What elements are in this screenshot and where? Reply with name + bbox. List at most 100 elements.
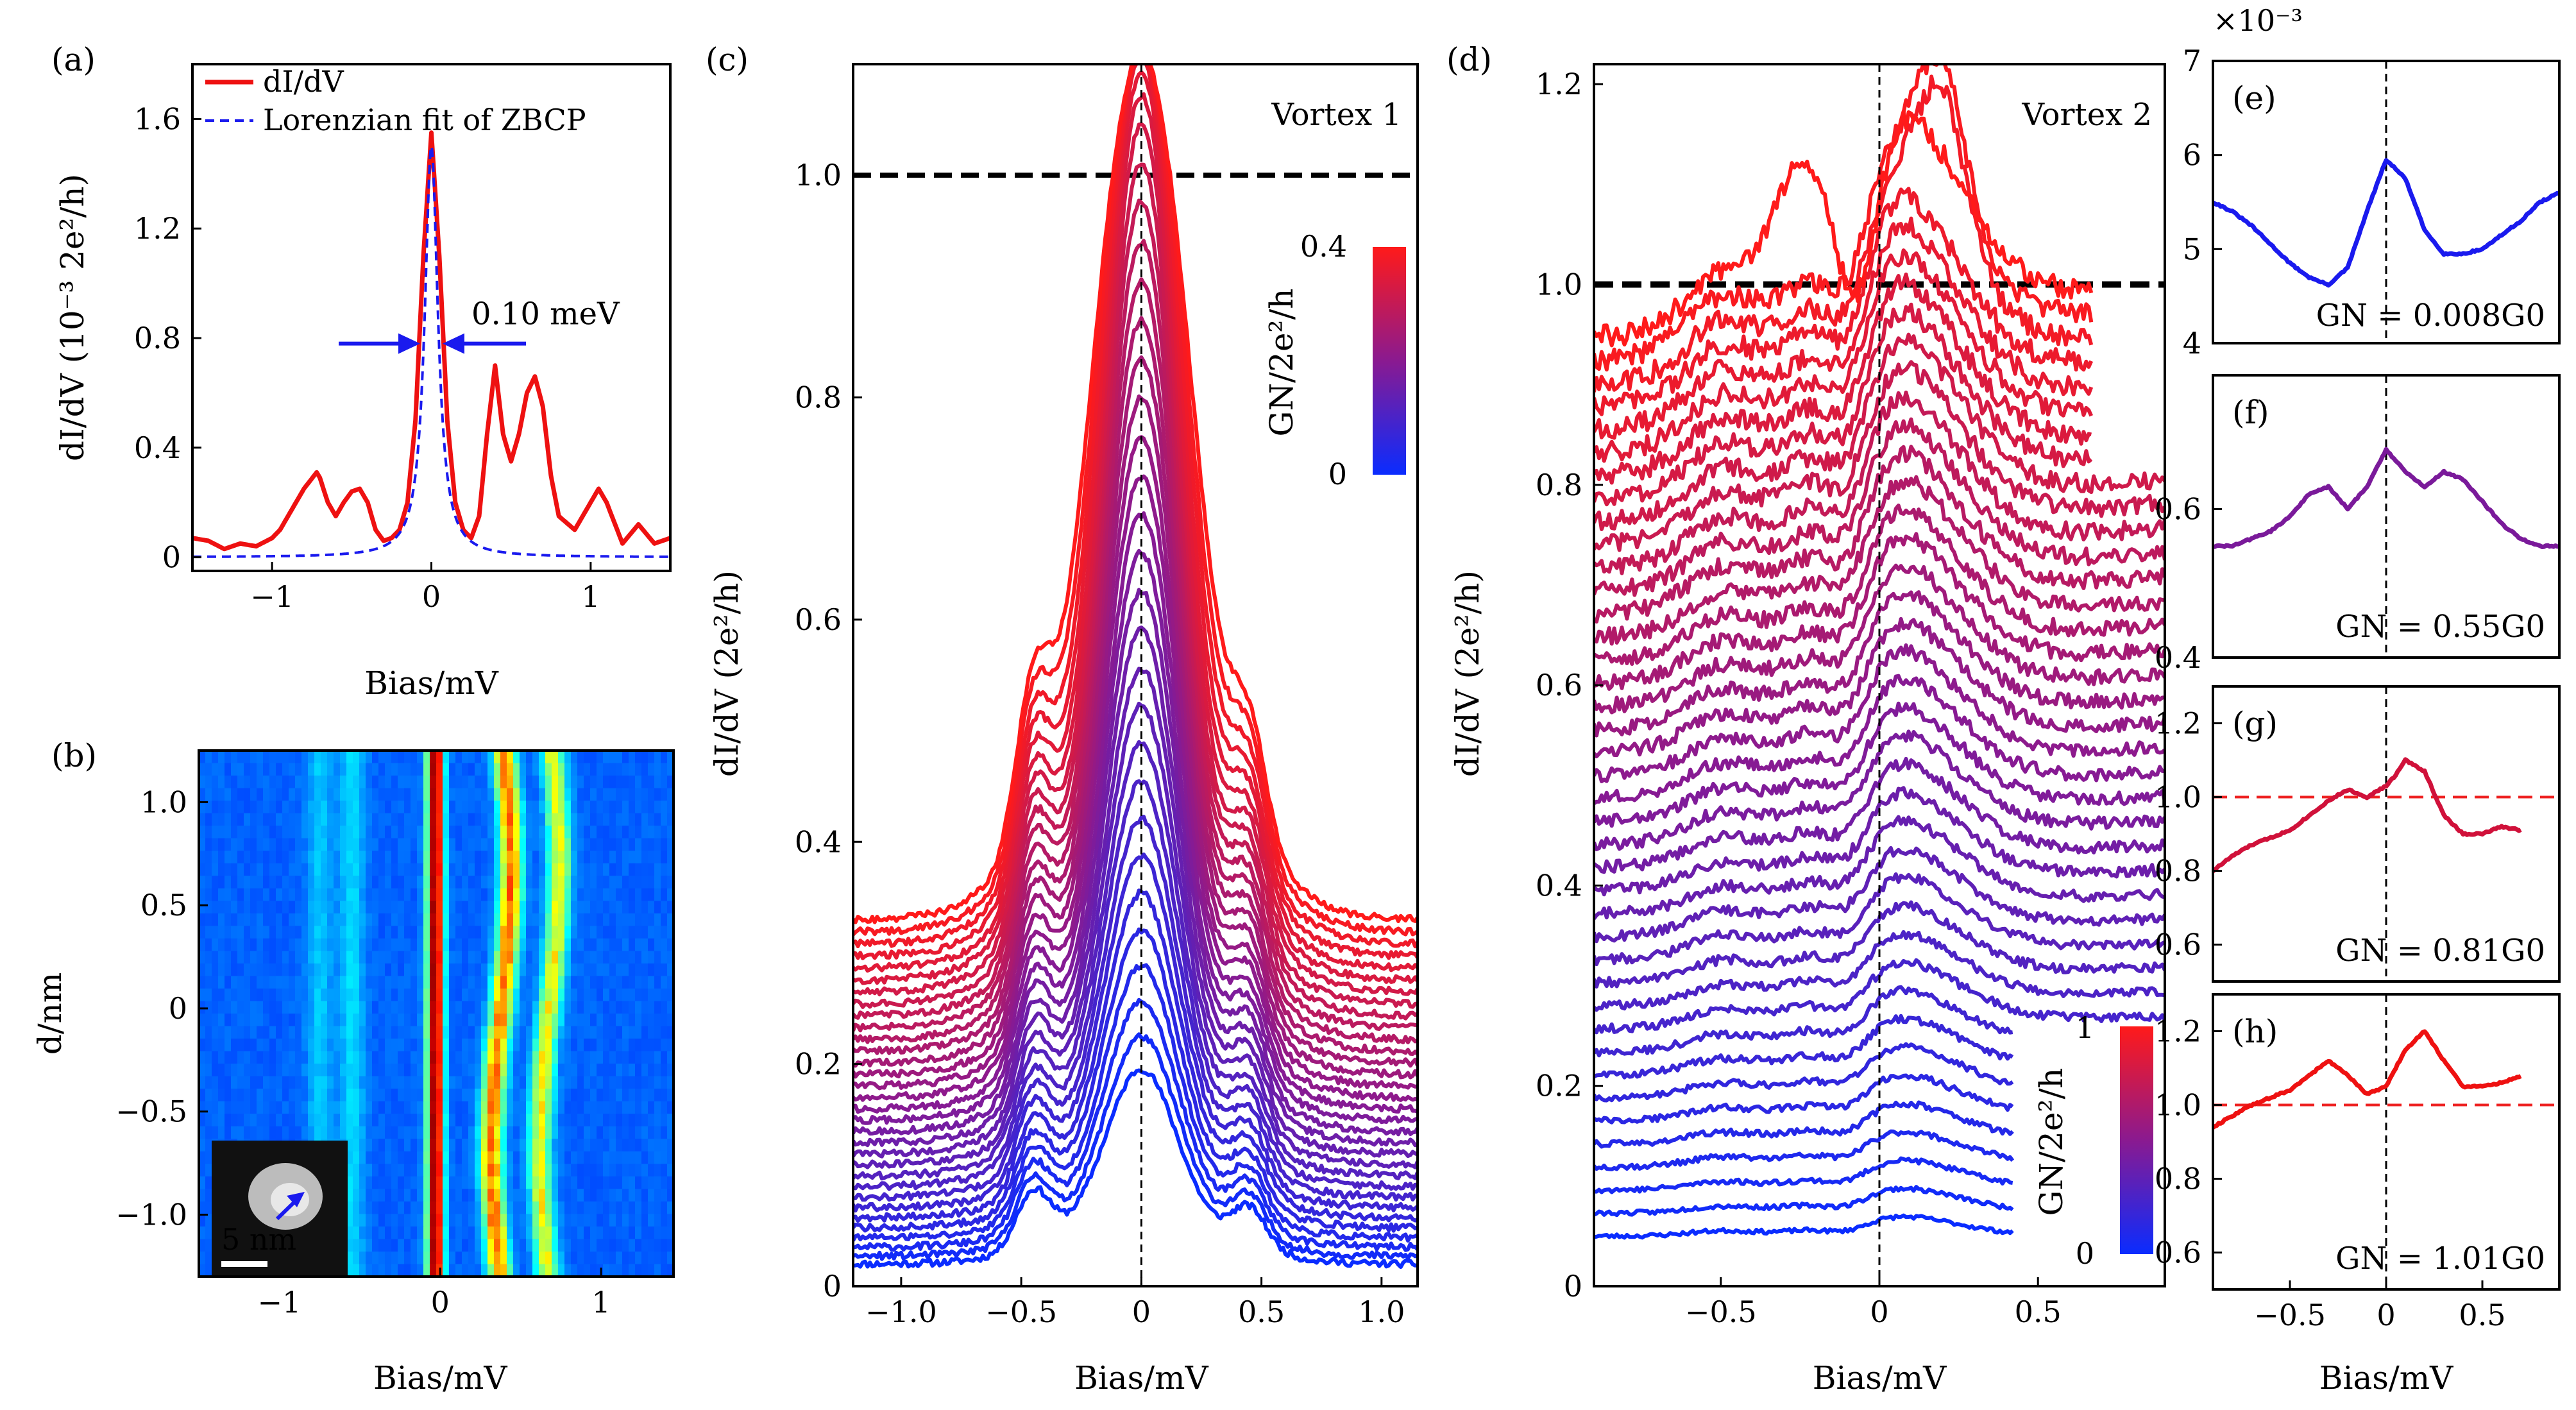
heatmap-cell xyxy=(417,1189,424,1202)
heatmap-cell xyxy=(205,1264,212,1277)
heatmap-cell xyxy=(269,838,276,851)
heatmap-cell xyxy=(250,951,257,964)
heatmap-cell xyxy=(263,888,270,902)
heatmap-cell xyxy=(590,1239,597,1252)
heatmap-cell xyxy=(295,938,302,952)
heatmap-cell xyxy=(212,876,219,889)
heatmap-cell xyxy=(263,1089,270,1102)
heatmap-cell xyxy=(430,851,437,864)
heatmap-cell xyxy=(199,1076,206,1089)
heatmap-cell xyxy=(468,1176,475,1190)
heatmap-cell xyxy=(257,1014,264,1027)
heatmap-cell xyxy=(366,1239,373,1252)
heatmap-cell xyxy=(507,1214,514,1227)
heatmap-cell xyxy=(398,863,405,876)
heatmap-cell xyxy=(500,1214,507,1227)
heatmap-cell xyxy=(494,1076,501,1089)
heatmap-cell xyxy=(449,1226,456,1240)
heatmap-cell xyxy=(391,1189,398,1202)
heatmap-cell xyxy=(564,1252,572,1265)
heatmap-cell xyxy=(661,951,668,964)
heatmap-cell xyxy=(564,826,572,839)
heatmap-cell xyxy=(641,1064,648,1077)
heatmap-cell xyxy=(487,1164,495,1177)
heatmap-cell xyxy=(622,763,629,776)
heatmap-cell xyxy=(359,1252,366,1265)
heatmap-cell xyxy=(378,1076,386,1089)
heatmap-cell xyxy=(654,1114,661,1127)
heatmap-cell xyxy=(449,1064,456,1077)
heatmap-cell xyxy=(321,1089,328,1102)
heatmap-cell xyxy=(641,951,648,964)
heatmap-cell xyxy=(648,813,655,826)
heatmap-cell xyxy=(667,938,674,952)
heatmap-cell xyxy=(603,963,610,977)
heatmap-cell xyxy=(545,1089,552,1102)
heatmap-cell xyxy=(590,1201,597,1215)
heatmap-cell xyxy=(411,1214,418,1227)
heatmap-cell xyxy=(468,1264,475,1277)
heatmap-cell xyxy=(507,1014,514,1027)
heatmap-cell xyxy=(603,1239,610,1252)
heatmap-cell xyxy=(353,838,360,851)
heatmap-cell xyxy=(404,1189,411,1202)
heatmap-cell xyxy=(231,826,238,839)
heatmap-cell xyxy=(590,851,597,864)
heatmap-cell xyxy=(603,913,610,927)
heatmap-cell xyxy=(571,989,578,1002)
heatmap-cell xyxy=(346,801,353,814)
heatmap-cell xyxy=(199,1239,206,1252)
heatmap-cell xyxy=(423,1151,430,1165)
heatmap-cell xyxy=(584,1226,591,1240)
heatmap-cell xyxy=(411,826,418,839)
heatmap-cell xyxy=(231,1089,238,1102)
heatmap-cell xyxy=(417,989,424,1002)
heatmap-cell xyxy=(359,951,366,964)
heatmap-cell xyxy=(276,901,283,914)
heatmap-cell xyxy=(340,913,347,927)
heatmap-cell xyxy=(430,1176,437,1190)
heatmap-cell xyxy=(532,763,539,776)
heatmap-cell xyxy=(301,801,309,814)
heatmap-cell xyxy=(513,901,520,914)
heatmap-cell xyxy=(641,801,648,814)
heatmap-cell xyxy=(289,1001,296,1014)
heatmap-cell xyxy=(334,1089,341,1102)
heatmap-cell xyxy=(237,826,244,839)
heatmap-cell xyxy=(340,938,347,952)
heatmap-cell xyxy=(494,788,501,801)
heatmap-cell xyxy=(359,938,366,952)
heatmap-cell xyxy=(667,763,674,776)
heatmap-cell xyxy=(231,1026,238,1039)
heatmap-cell xyxy=(629,1214,636,1227)
heatmap-cell xyxy=(218,1051,225,1064)
heatmap-cell xyxy=(237,938,244,952)
heatmap-cell xyxy=(225,938,232,952)
heatmap-cell xyxy=(423,1226,430,1240)
heatmap-cell xyxy=(244,838,251,851)
heatmap-cell xyxy=(321,976,328,989)
heatmap-cell xyxy=(475,1076,482,1089)
heatmap-cell xyxy=(455,976,462,989)
heatmap-cell xyxy=(545,926,552,939)
heatmap-cell xyxy=(481,851,488,864)
heatmap-cell xyxy=(641,901,648,914)
panel-e-ytick-label-1: 5 xyxy=(2183,232,2201,266)
heatmap-cell xyxy=(359,926,366,939)
panel-g-ytick-label-1: 0.8 xyxy=(2155,854,2201,888)
heatmap-cell xyxy=(475,1026,482,1039)
heatmap-cell xyxy=(539,1264,546,1277)
heatmap-cell xyxy=(494,1214,501,1227)
heatmap-cell xyxy=(500,851,507,864)
heatmap-cell xyxy=(468,788,475,801)
panel-a-xtick-label-0: −1 xyxy=(250,579,294,614)
heatmap-cell xyxy=(334,963,341,977)
heatmap-cell xyxy=(590,1064,597,1077)
heatmap-cell xyxy=(462,801,469,814)
heatmap-cell xyxy=(609,1139,616,1152)
heatmap-cell xyxy=(635,888,642,902)
heatmap-cell xyxy=(423,1126,430,1139)
heatmap-cell xyxy=(616,1051,623,1064)
heatmap-cell xyxy=(520,1114,527,1127)
heatmap-cell xyxy=(526,926,533,939)
